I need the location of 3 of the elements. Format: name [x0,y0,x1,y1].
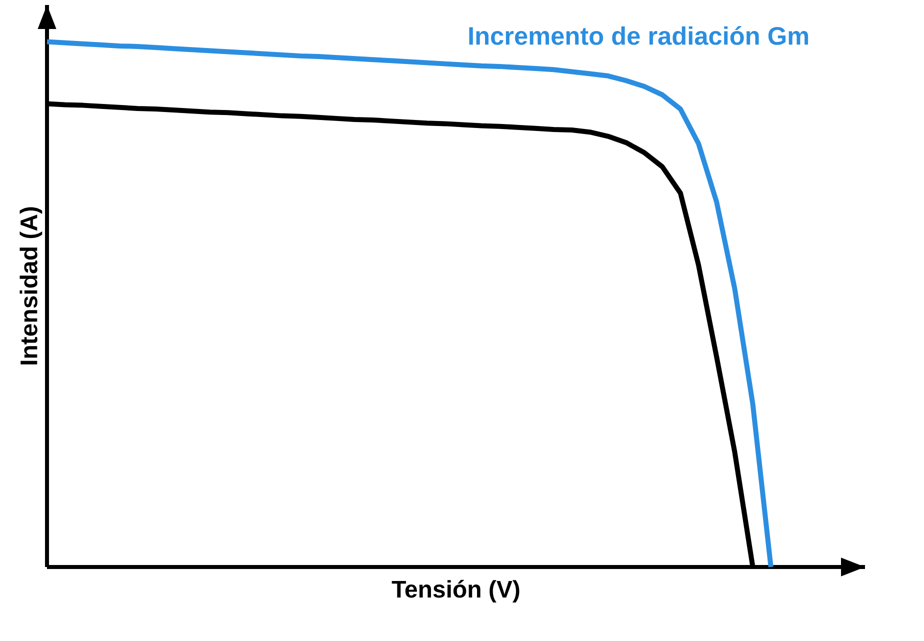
x-axis-title: Tensión (V) [392,580,520,602]
y-axis-title: Intensidad (A) [20,207,42,364]
series-label: Incremento de radiación Gm [469,26,808,45]
